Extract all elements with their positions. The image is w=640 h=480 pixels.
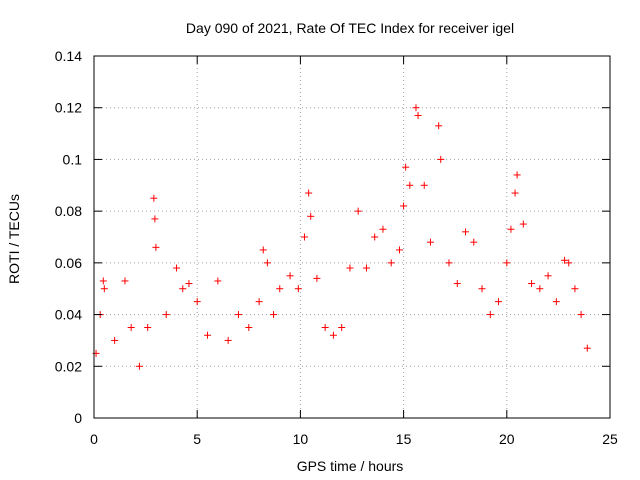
data-point bbox=[301, 233, 309, 241]
data-point bbox=[321, 324, 329, 331]
data-point bbox=[245, 324, 253, 331]
grid bbox=[94, 56, 610, 418]
data-points bbox=[92, 104, 591, 370]
data-point bbox=[435, 122, 443, 130]
data-point bbox=[462, 228, 470, 236]
data-point bbox=[224, 336, 232, 344]
data-point bbox=[577, 311, 585, 319]
data-point bbox=[362, 264, 370, 272]
data-point bbox=[173, 264, 181, 272]
data-point bbox=[470, 238, 478, 246]
data-point bbox=[478, 285, 486, 293]
chart-title: Day 090 of 2021, Rate Of TEC Index for r… bbox=[186, 20, 514, 36]
x-tick-label: 20 bbox=[499, 431, 515, 447]
x-tick-label: 10 bbox=[293, 431, 309, 447]
data-point bbox=[193, 298, 201, 306]
data-point bbox=[214, 277, 222, 285]
data-point bbox=[402, 163, 410, 171]
data-point bbox=[99, 277, 107, 285]
y-tick-label: 0 bbox=[74, 410, 82, 426]
x-tick-label: 0 bbox=[90, 431, 98, 447]
x-tick-label: 5 bbox=[193, 431, 201, 447]
data-point bbox=[571, 285, 579, 293]
y-axis-label: ROTI / TECUs bbox=[6, 194, 22, 284]
data-point bbox=[121, 277, 129, 285]
data-point bbox=[151, 215, 159, 223]
data-point bbox=[426, 238, 434, 246]
data-point bbox=[445, 259, 453, 267]
data-point bbox=[395, 246, 403, 254]
data-point bbox=[144, 324, 152, 331]
data-point bbox=[111, 336, 119, 344]
data-point bbox=[276, 285, 284, 293]
data-point bbox=[536, 285, 544, 293]
data-point bbox=[204, 331, 212, 339]
data-point bbox=[507, 225, 515, 233]
data-point bbox=[552, 298, 560, 306]
data-point bbox=[486, 311, 494, 319]
data-point bbox=[100, 285, 108, 293]
y-tick-label: 0.12 bbox=[55, 100, 82, 116]
data-point bbox=[561, 256, 569, 264]
x-tick-label: 25 bbox=[602, 431, 618, 447]
data-point bbox=[420, 181, 428, 189]
x-axis-label: GPS time / hours bbox=[297, 458, 404, 474]
data-point bbox=[528, 280, 536, 288]
data-point bbox=[387, 259, 395, 267]
data-point bbox=[414, 111, 422, 119]
y-tick-label: 0.06 bbox=[55, 255, 82, 271]
axis-ticks: 0 0.02 0.04 0.06 0.08 0.1 0.12 0.14 0 5 10 15 20 25 bbox=[55, 48, 618, 447]
data-point bbox=[270, 311, 278, 319]
y-tick-label: 0.08 bbox=[55, 203, 82, 219]
data-point bbox=[565, 259, 573, 267]
y-tick-label: 0.02 bbox=[55, 358, 82, 374]
y-tick-label: 0.1 bbox=[63, 151, 83, 167]
data-point bbox=[354, 207, 362, 215]
y-tick-label: 0.14 bbox=[55, 48, 82, 64]
data-point bbox=[135, 362, 143, 370]
data-point bbox=[162, 311, 170, 319]
data-point bbox=[234, 311, 242, 319]
data-point bbox=[371, 233, 379, 241]
data-point bbox=[307, 212, 315, 220]
data-point bbox=[583, 344, 591, 352]
data-point bbox=[185, 280, 193, 288]
data-point bbox=[400, 202, 408, 210]
data-point bbox=[511, 189, 519, 197]
data-point bbox=[127, 324, 135, 331]
data-point bbox=[179, 285, 187, 293]
data-point bbox=[379, 225, 387, 233]
data-point bbox=[259, 246, 267, 254]
data-point bbox=[329, 331, 337, 339]
plot-frame bbox=[93, 55, 611, 419]
data-point bbox=[495, 298, 503, 306]
data-point bbox=[453, 280, 461, 288]
data-point bbox=[346, 264, 354, 272]
data-point bbox=[412, 104, 420, 112]
data-point bbox=[152, 243, 160, 251]
data-point bbox=[437, 155, 445, 163]
data-point bbox=[294, 285, 302, 293]
data-point bbox=[286, 272, 294, 280]
data-point bbox=[406, 181, 414, 189]
data-point bbox=[338, 324, 346, 331]
data-point bbox=[513, 171, 521, 179]
data-point bbox=[255, 298, 263, 306]
x-tick-label: 15 bbox=[396, 431, 412, 447]
data-point bbox=[305, 189, 313, 197]
data-point bbox=[263, 259, 271, 267]
data-point bbox=[503, 259, 511, 267]
data-point bbox=[313, 274, 321, 282]
data-point bbox=[519, 220, 527, 228]
data-point bbox=[544, 272, 552, 280]
data-point bbox=[150, 194, 158, 202]
y-tick-label: 0.04 bbox=[55, 307, 82, 323]
